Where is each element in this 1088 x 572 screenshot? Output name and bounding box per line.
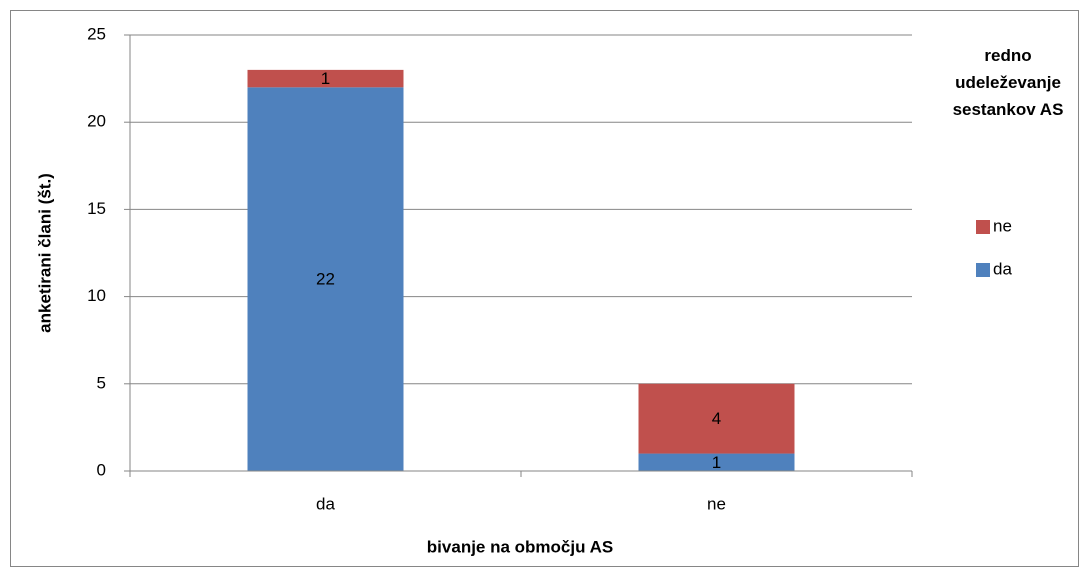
y-axis-label: anketirani člani (št.) [35,173,54,333]
data-label: 4 [712,409,721,428]
chart-border [10,10,1079,567]
legend-label: da [993,259,1012,278]
x-tick-label: ne [707,494,726,513]
legend-label: ne [993,216,1012,235]
y-tick-label: 15 [87,199,106,218]
x-tick-label: da [316,494,335,513]
y-tick-label: 25 [87,24,106,43]
x-axis-label: bivanje na območju AS [427,537,613,556]
legend-title: redno udeleževanje sestankov AS [952,46,1064,119]
y-tick-label: 5 [97,373,106,392]
data-label: 22 [316,270,335,289]
data-label: 1 [321,69,330,88]
data-label: 1 [712,453,721,472]
legend-swatch [976,220,990,234]
y-tick-label: 10 [87,286,106,305]
y-tick-label: 0 [97,460,106,479]
bar-segment [638,383,795,454]
y-tick-label: 20 [87,112,106,131]
bar-segment [638,453,795,471]
bar-segment [247,87,404,471]
bar-segment [247,69,404,88]
legend-swatch [976,263,990,277]
